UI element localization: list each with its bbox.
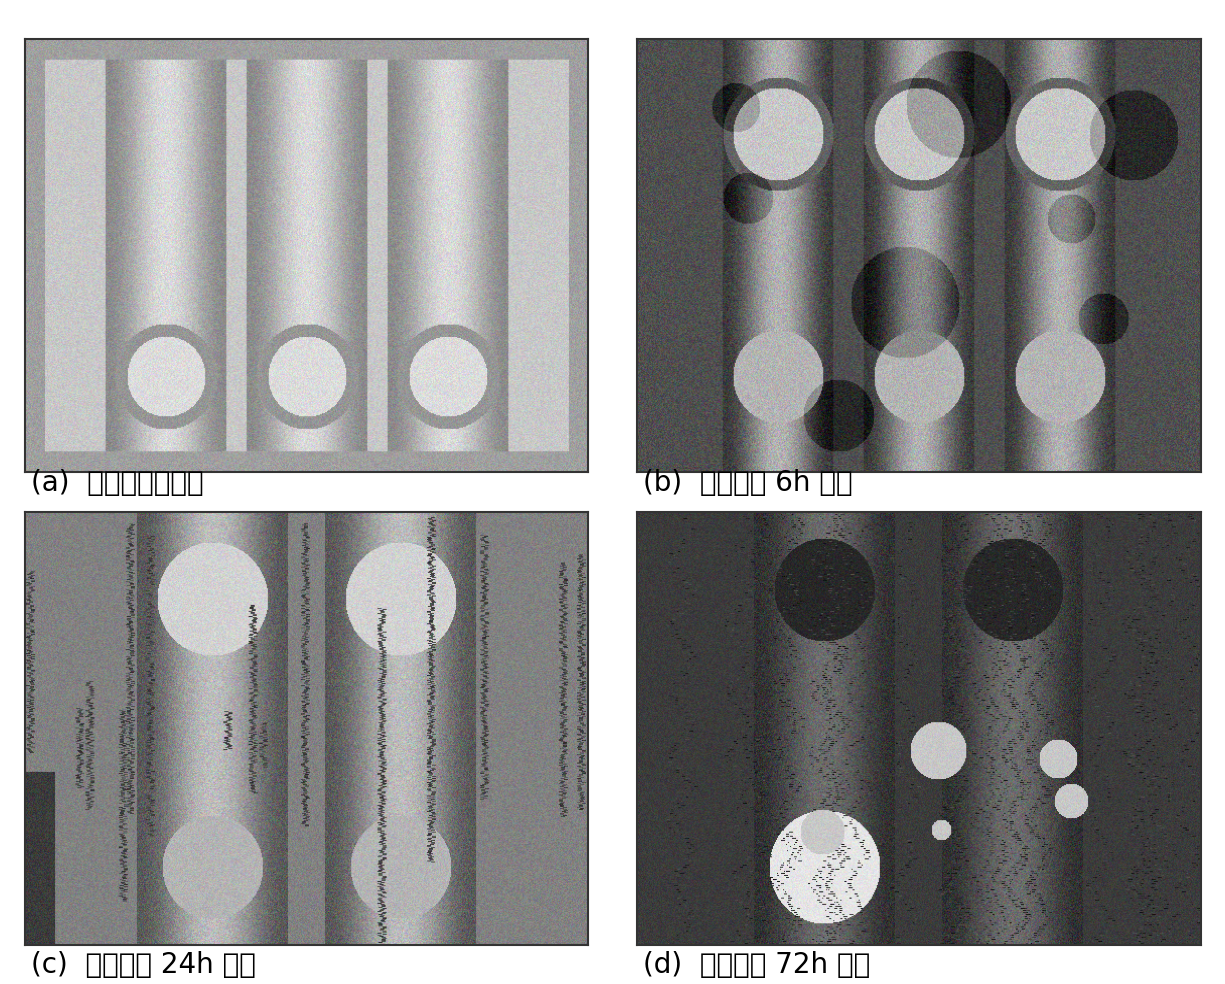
Text: (a)  盐雾试验前照片: (a) 盐雾试验前照片: [31, 469, 203, 497]
Text: (c)  盐雾试验 24h 照片: (c) 盐雾试验 24h 照片: [31, 952, 256, 979]
Text: (b)  盐雾试验 6h 照片: (b) 盐雾试验 6h 照片: [643, 469, 853, 497]
Text: (d)  盐雾试验 72h 照片: (d) 盐雾试验 72h 照片: [643, 952, 871, 979]
